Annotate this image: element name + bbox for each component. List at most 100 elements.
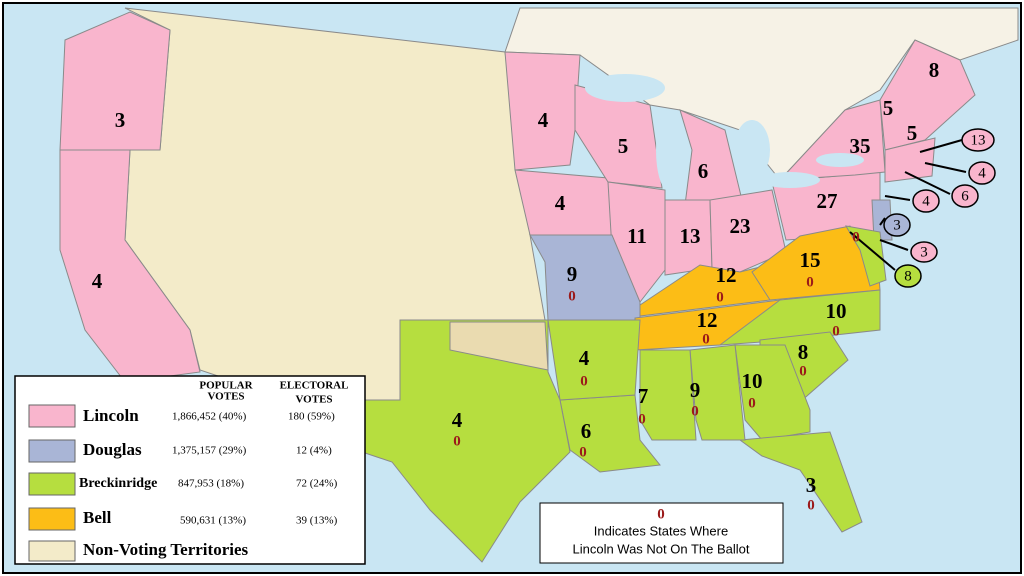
legend-swatch: [28, 404, 76, 428]
legend-header: VOTES: [295, 394, 332, 406]
electoral-vote-label: 10: [826, 299, 847, 323]
zero-mark: 0: [702, 331, 710, 347]
state: [504, 51, 581, 171]
state: [689, 344, 746, 441]
electoral-labels: 3 4 4 5 6 4 11 13 23 27 35 5 5 8 9 12 15…: [92, 58, 940, 497]
electoral-vote-label: 9: [690, 378, 701, 402]
zero-mark: 0: [748, 395, 756, 411]
legend-candidate: Bell: [83, 508, 112, 527]
legend: POPULAR VOTES ELECTORAL VOTES Lincoln 1,…: [14, 375, 366, 565]
legend-popular: 1,866,452 (40%): [172, 411, 247, 423]
zero-mark: 0: [638, 411, 646, 427]
lake: [585, 74, 665, 102]
lake: [734, 120, 770, 180]
electoral-vote-label: 5: [883, 96, 894, 120]
electoral-vote-label: 13: [971, 132, 986, 148]
electoral-vote-label: 23: [730, 214, 751, 238]
electoral-vote-label: 5: [907, 121, 918, 145]
legend-header: VOTES: [207, 391, 244, 403]
legend-popular: 847,953 (18%): [178, 478, 244, 490]
not-on-ballot-marks: 0 0 0 0 0 0 0 0 0 0 0 0 0 0: [453, 229, 860, 513]
lake: [656, 110, 680, 190]
zero-mark: 0: [806, 274, 814, 290]
electoral-vote-label: 12: [716, 263, 737, 287]
electoral-vote-label: 8: [904, 268, 912, 284]
state: [574, 84, 663, 189]
legend-electoral: 180 (59%): [288, 411, 335, 423]
state: [59, 11, 171, 151]
electoral-vote-label: 35: [850, 134, 871, 158]
electoral-vote-label: 6: [698, 159, 709, 183]
state: [59, 149, 201, 383]
note-text: Indicates States Where: [594, 523, 728, 538]
electoral-vote-label: 4: [92, 269, 103, 293]
zero-mark: 0: [807, 497, 815, 513]
electoral-vote-label: 8: [929, 58, 940, 82]
electoral-vote-label: 12: [697, 308, 718, 332]
note: 0 Indicates States Where Lincoln Was Not…: [539, 502, 784, 564]
electoral-vote-label: 3: [893, 217, 901, 233]
electoral-vote-label: 4: [579, 346, 590, 370]
electoral-vote-label: 10: [742, 369, 763, 393]
legend-candidate: Douglas: [83, 440, 142, 459]
note-symbol: 0: [657, 506, 665, 522]
zero-mark: 0: [799, 363, 807, 379]
note-box: [539, 502, 784, 564]
legend-electoral: 39 (13%): [296, 515, 338, 527]
legend-candidate: Breckinridge: [79, 476, 157, 491]
electoral-vote-label: 4: [538, 108, 549, 132]
electoral-vote-label: 3: [806, 473, 817, 497]
legend-header: POPULAR: [199, 380, 253, 392]
electoral-vote-label: 4: [922, 193, 930, 209]
legend-header: ELECTORAL: [280, 380, 349, 392]
electoral-vote-label: 15: [800, 248, 821, 272]
zero-mark: 0: [579, 444, 587, 460]
legend-popular: 590,631 (13%): [180, 515, 246, 527]
electoral-vote-label: 9: [567, 262, 578, 286]
zero-mark: 0: [453, 433, 461, 449]
callouts: [883, 128, 996, 288]
electoral-vote-label: 11: [627, 224, 647, 248]
electoral-vote-label: 8: [798, 340, 809, 364]
electoral-vote-label: 4: [452, 408, 463, 432]
electoral-vote-label: 6: [581, 419, 592, 443]
legend-swatch: [28, 439, 76, 463]
electoral-vote-label: 3: [920, 244, 928, 260]
electoral-vote-label: 7: [638, 384, 649, 408]
land: [59, 7, 1019, 563]
state: [709, 189, 787, 273]
state: [738, 431, 863, 533]
legend-swatch: [28, 472, 76, 496]
state: [639, 349, 697, 441]
state: [845, 225, 887, 287]
legend-electoral: 12 (4%): [296, 445, 332, 457]
legend-candidate: Lincoln: [83, 406, 139, 425]
zero-mark: 0: [852, 229, 860, 245]
callout-lines: [849, 139, 967, 271]
zero-mark: 0: [568, 288, 576, 304]
legend-electoral: 72 (24%): [296, 478, 338, 490]
state: [884, 137, 936, 183]
electoral-vote-label: 13: [680, 224, 701, 248]
legend-swatch: [28, 507, 76, 531]
lake: [816, 153, 864, 167]
indian-territory: [449, 321, 549, 371]
callout-labels: 13 4 6 4 3 3 8: [893, 132, 986, 284]
electoral-vote-label: 6: [961, 188, 969, 204]
electoral-vote-label: 3: [115, 108, 126, 132]
electoral-vote-label: 5: [618, 134, 629, 158]
electoral-vote-label: 27: [817, 189, 838, 213]
legend-candidate: Non-Voting Territories: [83, 540, 249, 559]
electoral-vote-label: 4: [978, 165, 986, 181]
electoral-vote-label: 4: [555, 191, 566, 215]
legend-popular: 1,375,157 (29%): [172, 445, 247, 457]
state: [547, 319, 641, 401]
zero-mark: 0: [832, 323, 840, 339]
state: [734, 344, 811, 441]
lake: [760, 172, 820, 188]
zero-mark: 0: [716, 289, 724, 305]
zero-mark: 0: [691, 403, 699, 419]
legend-swatch: [28, 540, 76, 562]
